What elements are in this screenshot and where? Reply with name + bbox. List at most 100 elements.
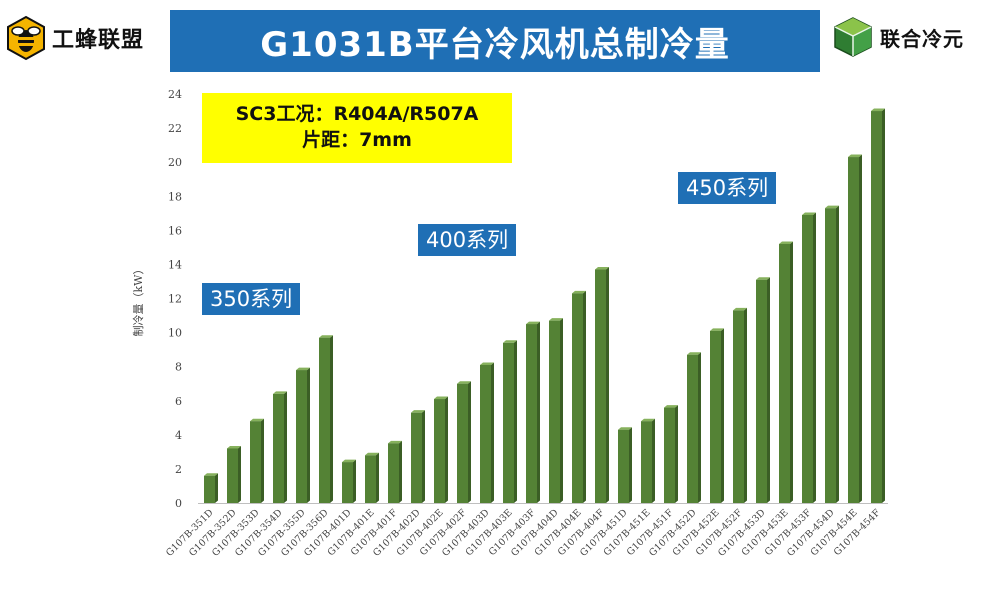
bar — [503, 340, 517, 503]
left-logo-text: 工蜂联盟 — [52, 28, 145, 53]
bar — [411, 410, 425, 503]
bar-top — [319, 335, 333, 338]
bar-side — [629, 427, 632, 503]
y-tick-label: 14 — [168, 258, 182, 271]
bar-side — [744, 307, 747, 503]
bar — [687, 352, 701, 503]
bar-top — [641, 418, 655, 422]
bar — [572, 290, 586, 503]
bar-front — [825, 208, 836, 503]
bar-top — [296, 367, 310, 371]
bar-side — [238, 445, 241, 503]
condition-info-box: SC3工况：R404A/R507A 片距：7mm — [202, 93, 512, 163]
bar — [779, 241, 793, 503]
bar-front — [549, 320, 560, 503]
bar-front — [779, 243, 790, 503]
bar-top — [342, 459, 356, 463]
bar-side — [767, 277, 770, 503]
bar — [802, 212, 816, 503]
bar — [664, 405, 678, 503]
bar-side — [675, 405, 678, 503]
page-title: G1031B平台冷风机总制冷量 — [170, 10, 820, 72]
y-tick-label: 20 — [168, 156, 182, 169]
right-logo-text: 联合冷元 — [880, 26, 964, 51]
bar — [480, 362, 494, 503]
bar-top — [595, 267, 609, 270]
bar-top — [549, 318, 563, 321]
bar-front — [342, 462, 353, 503]
lianhe-logo: 联合冷元 — [832, 14, 992, 60]
bar-side — [376, 452, 379, 503]
bar-side — [698, 352, 701, 503]
bar-top — [687, 352, 701, 355]
bar — [319, 335, 333, 503]
y-tick-label: 18 — [168, 190, 182, 203]
bar-side — [422, 410, 425, 503]
bar-front — [595, 269, 606, 503]
bar-top — [273, 391, 287, 394]
bar-front — [227, 448, 238, 503]
bar-top — [871, 108, 885, 112]
bar-side — [514, 340, 517, 503]
bar-side — [353, 459, 356, 503]
bar-top — [388, 440, 402, 444]
bar-top — [434, 396, 448, 400]
bar-front — [319, 337, 330, 503]
bee-icon — [7, 15, 45, 61]
bar-side — [606, 267, 609, 503]
bar — [595, 267, 609, 503]
y-tick-label: 24 — [168, 88, 182, 101]
bar — [204, 473, 218, 503]
bar-side — [859, 154, 862, 503]
bar-top — [802, 212, 816, 215]
bar — [641, 418, 655, 503]
bar-top — [503, 340, 517, 343]
bar-top — [848, 154, 862, 158]
bar-top — [365, 452, 379, 456]
bar-front — [526, 324, 537, 503]
bar-top — [779, 241, 793, 244]
bar — [457, 381, 471, 503]
bar-side — [491, 362, 494, 503]
cube-icon — [834, 17, 872, 57]
bar — [733, 307, 747, 503]
bar-top — [664, 405, 678, 408]
bar-top — [710, 328, 724, 331]
x-axis: G107B-351DG107B-352DG107B-353DG107B-354D… — [164, 503, 888, 559]
bar-side — [882, 108, 885, 504]
bar-front — [871, 111, 882, 504]
series-label-350: 350系列 — [202, 283, 301, 315]
bar-side — [583, 290, 586, 503]
bar — [273, 391, 287, 503]
bar-side — [284, 391, 287, 503]
bar-top — [825, 205, 839, 209]
bar-front — [250, 421, 261, 503]
bar-top — [250, 418, 264, 422]
bar — [848, 154, 862, 503]
bar-side — [215, 473, 218, 503]
bar-front — [503, 342, 514, 503]
bar-side — [399, 440, 402, 503]
bar-side — [813, 212, 816, 503]
bar — [710, 328, 724, 503]
bar-top — [227, 445, 241, 449]
bar-top — [204, 473, 218, 476]
bar-front — [710, 330, 721, 503]
y-tick-label: 6 — [175, 395, 182, 408]
y-tick-label: 16 — [168, 224, 182, 237]
bar-front — [687, 354, 698, 503]
y-tick-label: 10 — [168, 327, 182, 340]
bar-top — [526, 321, 540, 325]
bar-front — [733, 310, 744, 503]
bar-side — [836, 205, 839, 503]
bar — [825, 205, 839, 503]
bar-side — [468, 381, 471, 503]
bar — [388, 440, 402, 503]
bar-front — [411, 412, 422, 503]
bar — [434, 396, 448, 503]
y-axis-label: 制冷量（kW） — [132, 264, 145, 337]
bar-front — [848, 157, 859, 503]
bar — [526, 321, 540, 503]
bar — [549, 318, 563, 503]
